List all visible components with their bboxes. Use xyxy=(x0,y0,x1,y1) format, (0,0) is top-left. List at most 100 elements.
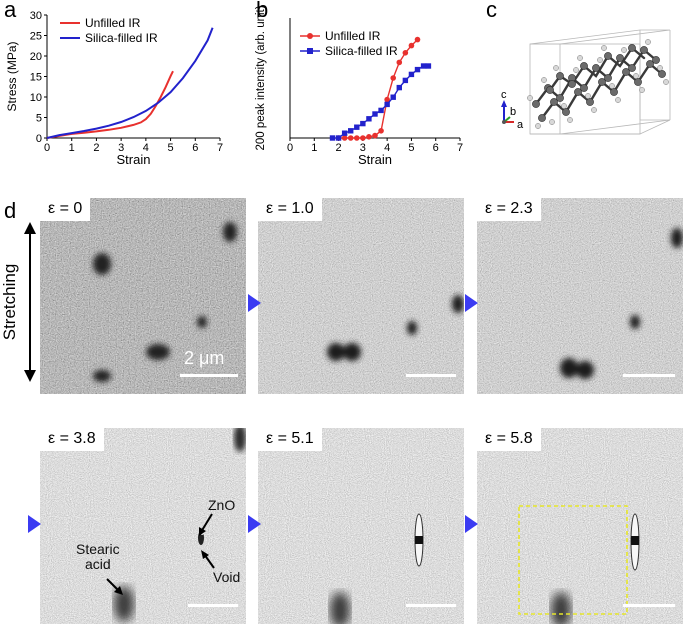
strain-label: ε = 5.1 xyxy=(258,428,322,451)
strain-label: ε = 1.0 xyxy=(258,198,322,221)
micrograph-strain-1-0: ε = 1.0 xyxy=(258,198,464,394)
data-point xyxy=(402,77,409,84)
x-tick-label: 1 xyxy=(69,142,75,154)
x-tick-label: 0 xyxy=(44,142,50,154)
annotation-zno: ZnO xyxy=(208,497,236,513)
unit-cell-box xyxy=(529,29,671,135)
strain-label: ε = 3.8 xyxy=(40,428,104,451)
strain-label: ε = 0 xyxy=(40,198,91,221)
axis-label-b: b xyxy=(510,106,516,118)
chart-b-series xyxy=(329,36,432,141)
peak-intensity-chart: 0 1 2 3 4 5 6 7 Strain 200 peak intensity (arb. u… xyxy=(255,5,463,167)
scale-bar xyxy=(623,604,675,607)
axis-triad-icon: c b a xyxy=(501,89,524,131)
annotation-stearic-acid: Stearic acid xyxy=(76,541,120,572)
data-point xyxy=(360,135,366,141)
legend-marker xyxy=(307,48,313,54)
chart-b-axes: 0 1 2 3 4 5 6 7 Strain 200 peak intensity (arb. u… xyxy=(255,5,463,167)
scale-bar xyxy=(623,374,675,377)
x-tick-label: 2 xyxy=(93,142,99,154)
data-point xyxy=(348,128,354,134)
atoms xyxy=(532,44,666,122)
stearic-acid-arrow xyxy=(106,578,123,595)
series-line-unfilled-ir xyxy=(46,70,174,139)
y-tick-label: 5 xyxy=(36,113,42,125)
data-point xyxy=(354,124,360,130)
sequence-arrow-icon xyxy=(465,294,478,312)
data-point xyxy=(366,116,372,122)
legend-label: Unfilled IR xyxy=(325,29,381,43)
sequence-arrow-icon xyxy=(465,515,478,533)
data-point xyxy=(420,63,427,69)
chart-a-series xyxy=(46,27,214,139)
data-point xyxy=(414,36,421,43)
micrograph-strain-3-8: ε = 3.8 xyxy=(40,428,246,624)
data-point xyxy=(384,101,390,108)
data-point xyxy=(353,135,360,141)
data-point xyxy=(372,132,378,139)
y-tick-label: 15 xyxy=(30,72,42,84)
data-point xyxy=(341,130,348,136)
x-tick-label: 4 xyxy=(384,142,390,154)
scale-bar xyxy=(406,604,456,607)
y-axis-label: Stress (MPa) xyxy=(5,41,19,111)
x-tick-label: 5 xyxy=(408,142,414,154)
stretching-double-arrow xyxy=(24,222,36,382)
data-point xyxy=(425,63,432,69)
x-tick-label: 2 xyxy=(336,142,342,154)
x-tick-label: 7 xyxy=(457,142,463,154)
micrograph-strain-0: ε = 0 2 μm xyxy=(40,198,246,394)
data-point xyxy=(341,135,348,141)
y-tick-label: 20 xyxy=(30,51,42,63)
data-point xyxy=(408,71,415,78)
x-tick-label: 3 xyxy=(118,142,124,154)
scale-bar xyxy=(406,374,456,377)
crystal-structure-illustration: c b a xyxy=(501,29,671,135)
micrograph-strain-5-8: ε = 5.8 xyxy=(477,428,683,624)
y-tick-label: 25 xyxy=(30,31,42,43)
x-tick-label: 6 xyxy=(192,142,198,154)
data-point xyxy=(360,120,366,127)
data-point xyxy=(372,111,378,117)
y-tick-label: 0 xyxy=(36,133,42,145)
x-tick-label: 7 xyxy=(217,142,223,154)
data-point xyxy=(329,135,336,141)
stress-strain-chart: 0 1 2 3 4 5 6 7 0 5 10 15 20 25 30 Strain Stress (MPa) U… xyxy=(5,10,223,167)
scale-bar-label: 2 μm xyxy=(184,348,225,368)
stretching-label: Stretching xyxy=(0,263,19,341)
panel-letter-b: b xyxy=(256,0,269,22)
x-tick-label: 5 xyxy=(168,142,174,154)
data-point xyxy=(396,84,402,91)
annotation-void: Void xyxy=(213,569,241,585)
data-point xyxy=(390,75,397,81)
x-axis-label: Strain xyxy=(117,152,151,167)
sequence-arrow-icon xyxy=(248,515,261,533)
legend-label: Unfilled IR xyxy=(85,16,141,30)
data-point xyxy=(378,128,384,134)
axis-label-a: a xyxy=(517,119,524,131)
data-point xyxy=(414,66,421,73)
data-point xyxy=(335,135,342,141)
legend-marker xyxy=(307,33,313,39)
panel-letter-a: a xyxy=(4,0,17,22)
region-of-interest-box xyxy=(518,505,628,615)
series-line-silica-filled-ir xyxy=(46,27,214,139)
strain-label: ε = 2.3 xyxy=(477,198,541,221)
data-point xyxy=(402,50,409,56)
data-point xyxy=(378,107,384,114)
axis-label-c: c xyxy=(501,89,507,101)
data-point xyxy=(408,42,415,49)
x-tick-label: 4 xyxy=(143,142,149,154)
hydrogen-atoms xyxy=(527,39,669,129)
scale-bar xyxy=(188,604,238,607)
data-point xyxy=(366,134,372,140)
data-point xyxy=(396,59,403,66)
x-tick-label: 1 xyxy=(311,142,317,154)
x-axis-label: Strain xyxy=(358,152,392,167)
annotation-arrows xyxy=(199,513,215,569)
data-point xyxy=(390,94,396,100)
y-tick-label: 30 xyxy=(30,10,42,22)
chart-a-axes: 0 1 2 3 4 5 6 7 0 5 10 15 20 25 30 Strain Stress (MPa) xyxy=(5,10,223,167)
